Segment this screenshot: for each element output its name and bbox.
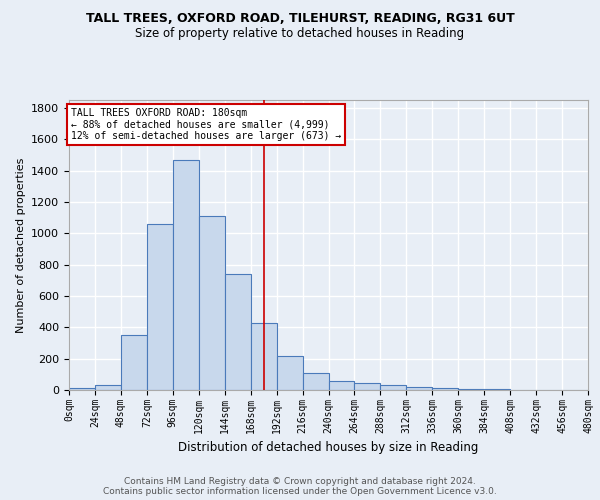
Bar [69,388,95,390]
Text: TALL TREES, OXFORD ROAD, TILEHURST, READING, RG31 6UT: TALL TREES, OXFORD ROAD, TILEHURST, READ… [86,12,514,26]
Bar [173,160,199,390]
Bar [277,356,302,390]
Text: TALL TREES OXFORD ROAD: 180sqm
← 88% of detached houses are smaller (4,999)
12% : TALL TREES OXFORD ROAD: 180sqm ← 88% of … [71,108,341,141]
Bar [121,335,147,390]
Text: Size of property relative to detached houses in Reading: Size of property relative to detached ho… [136,28,464,40]
Bar [251,322,277,390]
Bar [458,388,484,390]
Text: Contains HM Land Registry data © Crown copyright and database right 2024.: Contains HM Land Registry data © Crown c… [124,477,476,486]
Bar [199,216,224,390]
Bar [329,382,355,390]
Bar [380,386,406,390]
Y-axis label: Number of detached properties: Number of detached properties [16,158,26,332]
Bar [225,274,251,390]
Bar [147,224,173,390]
Bar [95,384,121,390]
Bar [432,388,458,390]
Bar [302,373,329,390]
Text: Contains public sector information licensed under the Open Government Licence v3: Contains public sector information licen… [103,487,497,496]
Bar [484,389,510,390]
Bar [355,383,380,390]
Bar [406,387,432,390]
X-axis label: Distribution of detached houses by size in Reading: Distribution of detached houses by size … [178,441,479,454]
